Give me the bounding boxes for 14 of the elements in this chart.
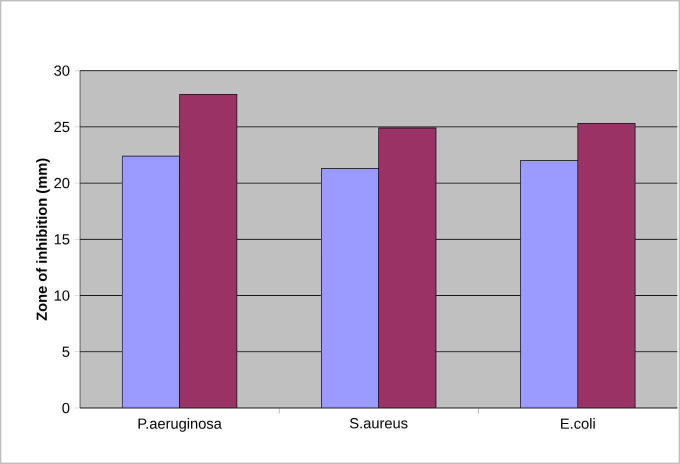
bar	[577, 123, 636, 408]
bar	[179, 94, 238, 408]
y-tick-label: 5	[62, 346, 70, 357]
y-tick-label: 25	[54, 122, 70, 132]
y-tick-label: 15	[54, 234, 70, 244]
y-tick-label: 0	[62, 402, 70, 414]
y-axis-title: Zone of inhibition (mm)	[36, 158, 50, 320]
y-tick-label: 10	[54, 290, 70, 301]
bar	[378, 128, 436, 408]
x-tick-label: S.aureus	[350, 418, 408, 428]
x-tick-label: E.coli	[561, 418, 595, 429]
y-tick-label: 30	[54, 65, 70, 76]
y-tick-label: 20	[54, 178, 70, 188]
x-tick-label: P.aeruginosa	[138, 418, 222, 432]
